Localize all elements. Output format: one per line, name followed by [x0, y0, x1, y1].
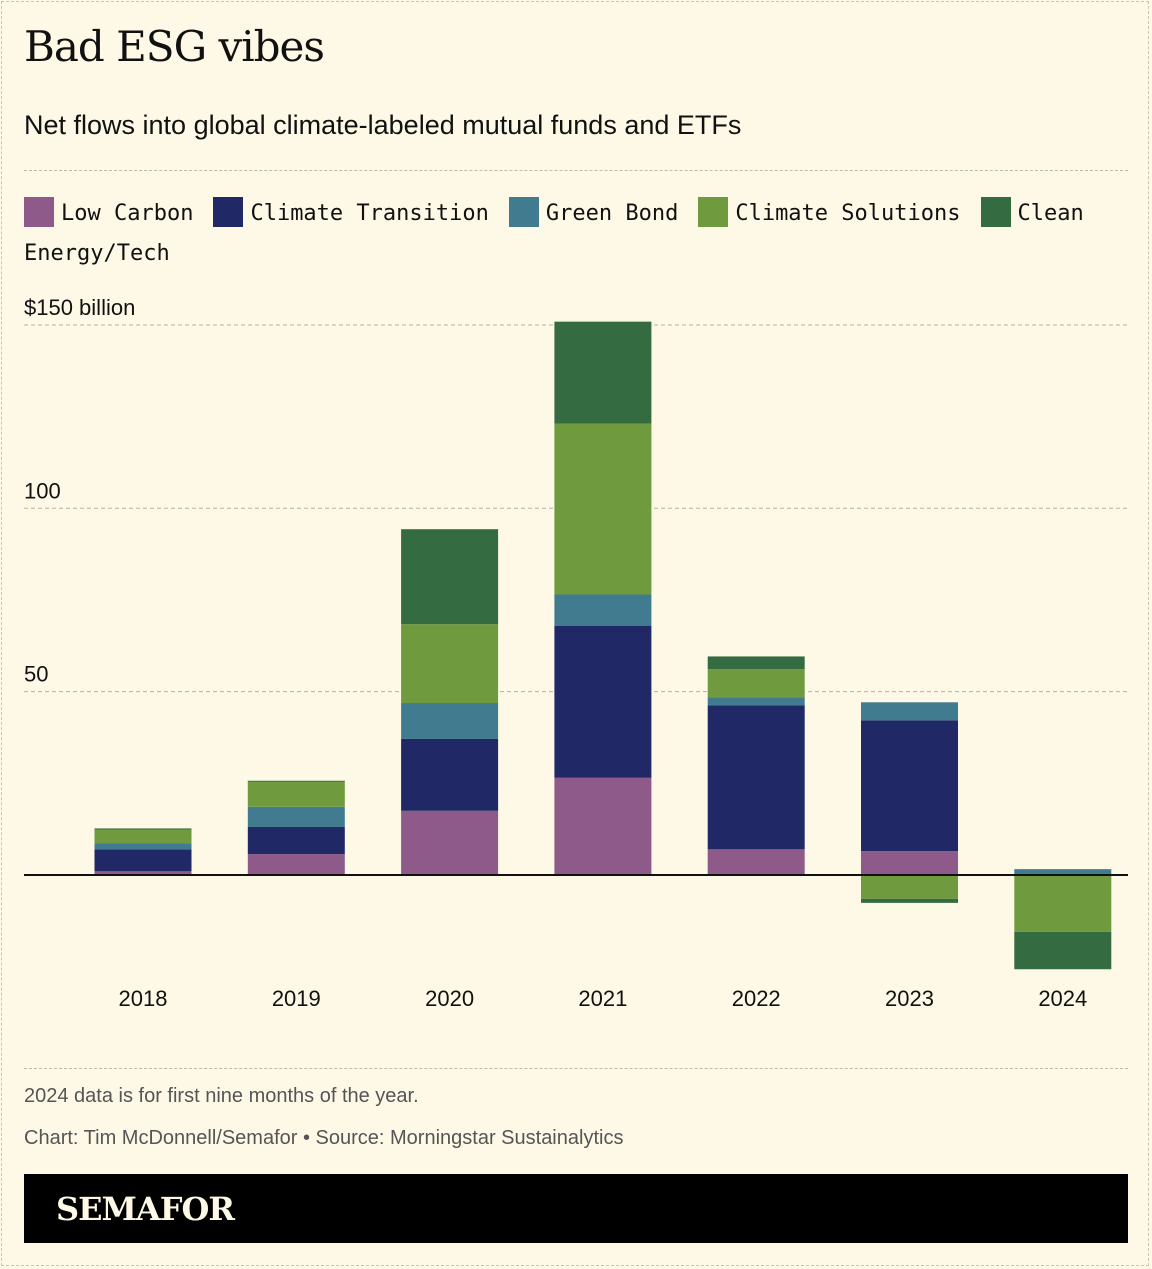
y-tick-label: 50: [24, 662, 48, 687]
x-tick-label: 2018: [119, 986, 168, 1011]
bar-segment: [401, 810, 499, 875]
legend-label: Climate Solutions: [735, 201, 961, 226]
bar-segment: [401, 703, 499, 739]
legend-swatch: [980, 197, 1011, 227]
x-tick-label: 2022: [732, 986, 781, 1011]
divider: [24, 170, 1128, 171]
bar-segment: [247, 781, 345, 807]
legend-swatch: [698, 197, 729, 227]
bar-segment: [861, 702, 958, 721]
x-tick-label: 2021: [578, 986, 627, 1011]
legend-item: Low Carbon: [24, 197, 194, 227]
bar-segment: [401, 624, 499, 704]
legend-item: Climate Solutions: [698, 197, 961, 227]
bar-segment: [247, 826, 345, 855]
bar-segment: [247, 806, 345, 827]
semafor-logo: SEMAFOR: [56, 1190, 235, 1228]
legend: Low Carbon Climate Transition Green Bond Cl…: [24, 194, 1084, 274]
bar-segment: [94, 849, 192, 872]
bar-segment: [554, 777, 652, 875]
x-tick-label: 2019: [272, 986, 321, 1011]
brand-bar: SEMAFOR: [24, 1174, 1128, 1243]
bar-segment: [1014, 931, 1112, 970]
bar-segment: [94, 871, 192, 875]
bar-segment: [861, 898, 958, 903]
bar-segment: [707, 705, 805, 850]
footnote: 2024 data is for first nine months of th…: [24, 1085, 419, 1107]
legend-label: Low Carbon: [61, 201, 194, 226]
bar-segment: [554, 321, 652, 424]
bar-segment: [1014, 875, 1112, 932]
bar-segment: [861, 720, 958, 852]
legend-item: Clean Energy/Tech: [24, 197, 1084, 266]
bar-segment: [554, 423, 652, 595]
bar-segment: [401, 738, 499, 811]
legend-swatch: [508, 197, 539, 227]
bar-segment: [1014, 869, 1112, 875]
x-tick-label: 2023: [885, 986, 934, 1011]
legend-swatch: [213, 197, 244, 227]
legend-label: Climate Transition: [250, 201, 489, 226]
bar-segment: [707, 656, 805, 670]
x-tick-label: 2024: [1038, 986, 1087, 1011]
y-tick-label: $150 billion: [24, 295, 135, 320]
bar-segment: [94, 843, 192, 850]
legend-swatch: [24, 197, 54, 227]
y-tick-label: 100: [24, 478, 61, 503]
legend-label: Green Bond: [545, 201, 679, 226]
bar-segment: [554, 625, 652, 778]
legend-label: Clean Energy/Tech: [24, 201, 1084, 266]
bar-segment: [247, 854, 345, 875]
bar-segment: [707, 849, 805, 875]
bar-segment: [707, 669, 805, 698]
bar-segment: [707, 697, 805, 706]
chart-subtitle: Net flows into global climate-labeled mu…: [24, 110, 742, 140]
bar-segment: [94, 828, 192, 830]
bar-segment: [554, 594, 652, 626]
legend-item: Climate Transition: [213, 197, 489, 227]
legend-item: Green Bond: [508, 197, 679, 227]
credit-line: Chart: Tim McDonnell/Semafor • Source: M…: [24, 1127, 624, 1149]
bar-segment: [861, 851, 958, 875]
bar-segment: [247, 780, 345, 782]
bar-segment: [401, 529, 499, 625]
x-tick-label: 2020: [425, 986, 474, 1011]
bar-segment: [94, 829, 192, 844]
chart-title: Bad ESG vibes: [24, 22, 325, 71]
bar-segment: [861, 875, 958, 899]
divider: [24, 1068, 1128, 1069]
